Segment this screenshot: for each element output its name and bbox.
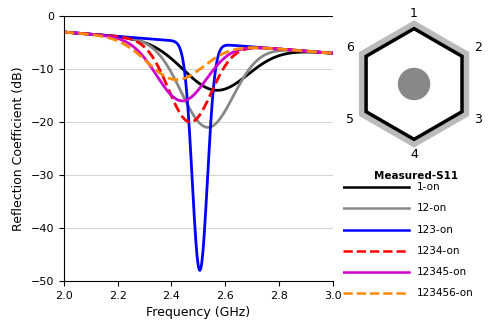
12345-on bbox=[221, 56, 227, 60]
Line: 12345-on: 12345-on bbox=[64, 32, 333, 101]
Text: 1234-on: 1234-on bbox=[416, 245, 460, 255]
Polygon shape bbox=[359, 20, 469, 148]
Line: 1-on: 1-on bbox=[64, 32, 333, 90]
1234-on bbox=[61, 30, 67, 34]
Text: 12345-on: 12345-on bbox=[416, 266, 466, 276]
123-on bbox=[324, 51, 330, 55]
Line: 123-on: 123-on bbox=[64, 32, 333, 270]
1-on bbox=[214, 89, 220, 92]
1-on bbox=[61, 30, 67, 34]
Text: 2: 2 bbox=[474, 41, 482, 55]
1-on bbox=[324, 51, 330, 55]
Circle shape bbox=[398, 68, 430, 99]
12345-on bbox=[207, 72, 213, 76]
12-on bbox=[330, 51, 336, 55]
Text: Measured-S11: Measured-S11 bbox=[374, 171, 459, 181]
123-on bbox=[282, 47, 288, 51]
1234-on bbox=[188, 120, 194, 124]
12-on bbox=[191, 113, 196, 117]
Text: 12-on: 12-on bbox=[416, 203, 447, 214]
1-on bbox=[207, 87, 213, 91]
1-on bbox=[189, 75, 195, 79]
Text: 4: 4 bbox=[410, 148, 418, 162]
1234-on bbox=[189, 120, 195, 124]
1234-on bbox=[330, 51, 336, 55]
12-on bbox=[282, 48, 288, 52]
123456-on bbox=[221, 51, 227, 55]
123-on bbox=[191, 198, 196, 202]
12345-on bbox=[324, 51, 330, 55]
12-on bbox=[324, 51, 330, 55]
Text: 123456-on: 123456-on bbox=[416, 287, 473, 297]
1-on bbox=[282, 52, 288, 56]
1234-on bbox=[282, 47, 288, 51]
12-on bbox=[189, 110, 195, 114]
1234-on bbox=[207, 93, 213, 97]
1-on bbox=[191, 77, 196, 81]
12-on bbox=[61, 30, 67, 34]
123-on bbox=[221, 44, 227, 47]
123456-on bbox=[324, 51, 330, 55]
1234-on bbox=[191, 119, 197, 123]
123456-on bbox=[330, 51, 336, 55]
Y-axis label: Reflection Coefficient (dB): Reflection Coefficient (dB) bbox=[12, 66, 25, 231]
X-axis label: Frequency (GHz): Frequency (GHz) bbox=[147, 306, 250, 319]
123-on bbox=[330, 51, 336, 55]
Polygon shape bbox=[366, 29, 462, 139]
12-on bbox=[205, 125, 211, 129]
1234-on bbox=[324, 51, 330, 55]
1234-on bbox=[221, 65, 227, 68]
12-on bbox=[221, 110, 227, 114]
12345-on bbox=[282, 47, 288, 51]
12-on bbox=[207, 125, 213, 129]
Line: 123456-on: 123456-on bbox=[64, 32, 333, 80]
1-on bbox=[221, 87, 227, 91]
Line: 1234-on: 1234-on bbox=[64, 32, 333, 122]
123-on bbox=[207, 131, 213, 135]
Text: 3: 3 bbox=[474, 113, 482, 127]
Text: 5: 5 bbox=[346, 113, 354, 127]
123-on bbox=[197, 268, 203, 272]
12345-on bbox=[179, 99, 185, 103]
Line: 12-on: 12-on bbox=[64, 32, 333, 127]
Text: 1: 1 bbox=[410, 6, 418, 20]
123456-on bbox=[61, 30, 67, 34]
Text: 123-on: 123-on bbox=[416, 224, 453, 234]
123456-on bbox=[282, 47, 288, 51]
12345-on bbox=[189, 94, 195, 98]
12345-on bbox=[61, 30, 67, 34]
123456-on bbox=[174, 78, 180, 82]
123-on bbox=[189, 169, 195, 172]
123456-on bbox=[191, 71, 197, 75]
12345-on bbox=[330, 51, 336, 55]
1-on bbox=[330, 51, 336, 55]
123456-on bbox=[207, 59, 213, 63]
Text: 1-on: 1-on bbox=[416, 182, 440, 193]
123-on bbox=[61, 30, 67, 34]
Text: 6: 6 bbox=[346, 41, 354, 55]
123456-on bbox=[189, 73, 195, 77]
12345-on bbox=[191, 93, 197, 97]
